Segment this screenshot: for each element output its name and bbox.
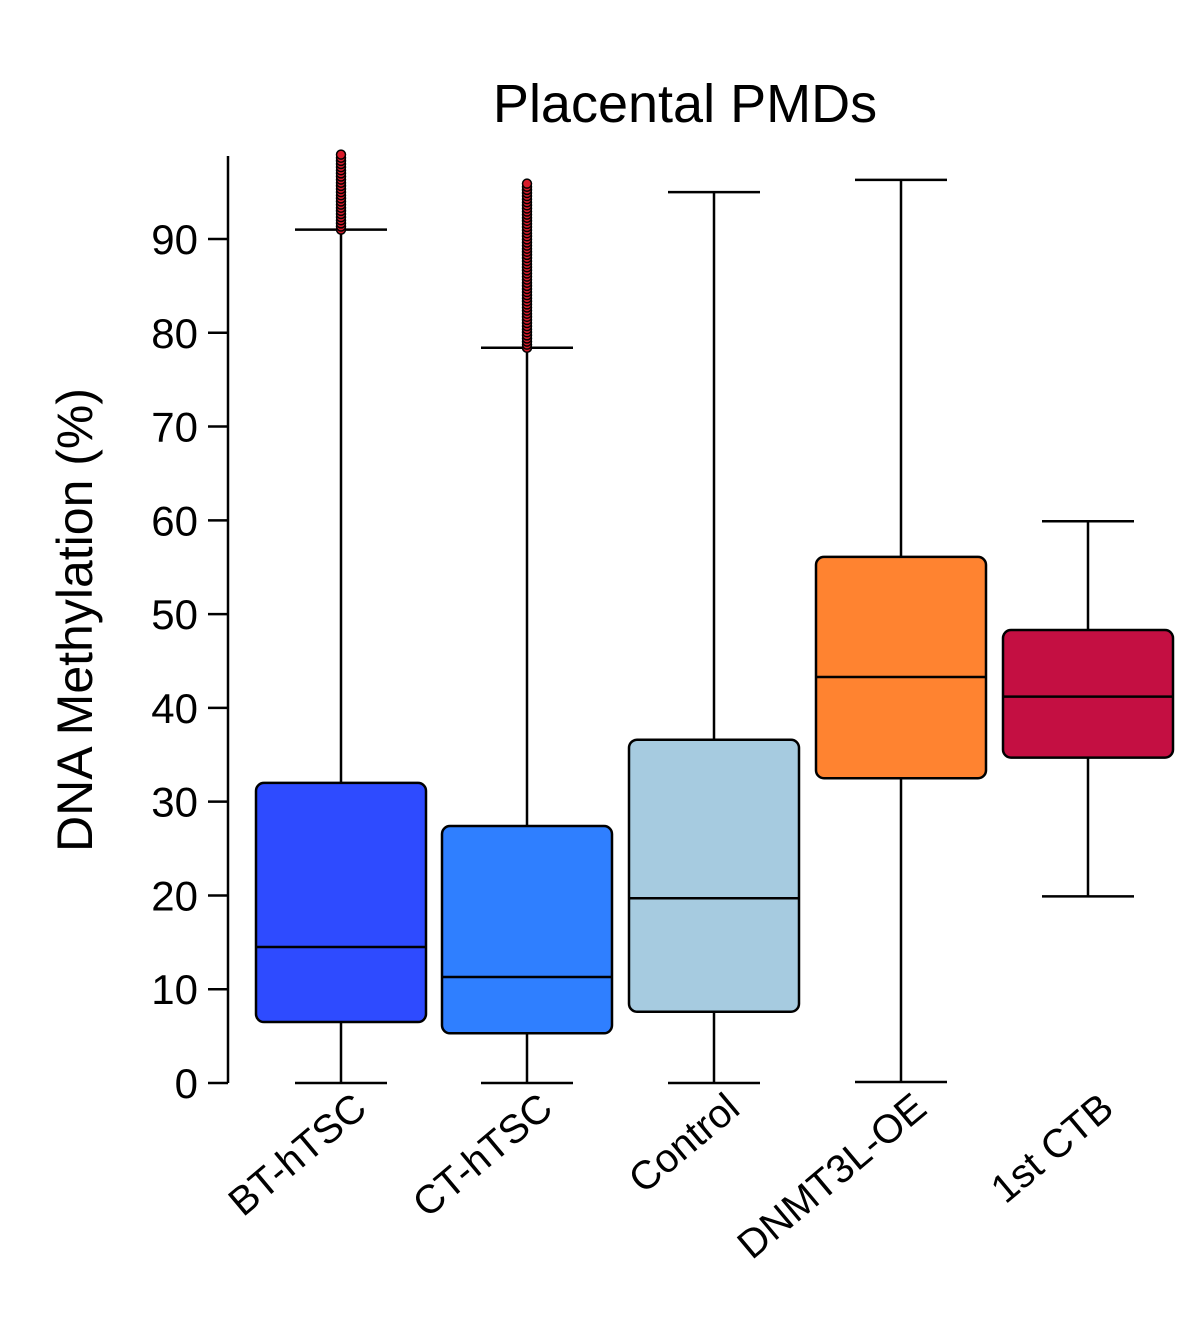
boxes (254, 149, 1175, 1085)
y-tick-label-30: 30 (151, 779, 198, 826)
y-tick-label-90: 90 (151, 216, 198, 263)
y-tick-label-60: 60 (151, 497, 198, 544)
y-tick-label-80: 80 (151, 310, 198, 357)
y-axis: 0 10 20 30 40 50 60 70 80 90 (151, 156, 230, 1107)
x-category-label-dnmt3l-oe: DNMT3L-OE (729, 1085, 934, 1267)
x-category-label-1st-ctb: 1st CTB (983, 1085, 1122, 1212)
y-axis-label: DNA Methylation (%) (47, 388, 103, 852)
outlier-point-bt-htsc (335, 149, 347, 160)
y-tick-label-50: 50 (151, 591, 198, 638)
box-1st-ctb (1001, 520, 1175, 898)
iqr-box-control (627, 738, 801, 1013)
box-dnmt3l-oe (814, 178, 988, 1084)
chart-title: Placental PMDs (493, 74, 877, 134)
y-tick-label-40: 40 (151, 685, 198, 732)
x-category-label-control: Control (621, 1085, 748, 1202)
y-tick-label-0: 0 (175, 1060, 198, 1107)
iqr-box-bt-htsc (254, 781, 428, 1024)
box-control (627, 190, 801, 1085)
iqr-box-1st-ctb (1001, 628, 1175, 759)
box-bt-htsc (254, 149, 428, 1085)
x-category-label-bt-htsc: BT-hTSC (221, 1085, 375, 1224)
box-ct-htsc (440, 178, 614, 1085)
y-tick-label-10: 10 (151, 966, 198, 1013)
y-tick-label-20: 20 (151, 872, 198, 919)
x-category-label-ct-htsc: CT-hTSC (405, 1085, 561, 1226)
iqr-box-dnmt3l-oe (814, 555, 988, 780)
y-tick-label-70: 70 (151, 404, 198, 451)
iqr-box-ct-htsc (440, 824, 614, 1035)
outlier-point-ct-htsc (521, 178, 533, 189)
